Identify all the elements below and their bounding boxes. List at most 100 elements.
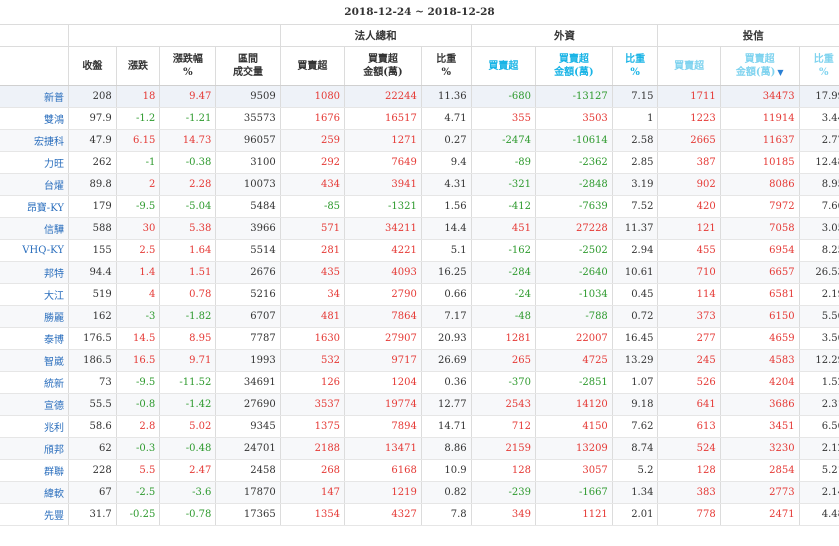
col-header-total-amount[interactable]: 買賣超 金額(萬) — [344, 46, 422, 86]
cell-f-net: -370 — [471, 371, 537, 394]
col-header-foreign-net[interactable]: 買賣超 — [471, 46, 537, 86]
col-header-trust-ratio[interactable]: 比重% — [799, 46, 839, 86]
col-header-close[interactable]: 收盤 — [68, 46, 117, 86]
cell-t-net: 1375 — [280, 415, 346, 438]
cell-t-amt: 4221 — [344, 239, 422, 262]
cell-t-net: 434 — [280, 173, 346, 196]
table-row[interactable]: 昂寶-KY 179 -9.5 -5.04 5484 -85 -1321 1.56 -412 -76… — [0, 195, 839, 218]
table-row[interactable]: 新普 208 18 9.47 9509 1080 22244 11.36 -680 -13127 7… — [0, 85, 839, 108]
table-row[interactable]: VHQ-KY 155 2.5 1.64 5514 281 4221 5.1 -162 -2502 2… — [0, 239, 839, 262]
cell-f-ratio: 11.37 — [612, 217, 659, 240]
cell-i-net: 420 — [657, 195, 721, 218]
cell-f-amt: 1121 — [535, 503, 613, 526]
cell-change: -9.5 — [116, 195, 161, 218]
col-header-trust-net[interactable]: 買賣超 — [657, 46, 721, 86]
cell-i-amt: 11914 — [720, 107, 800, 130]
stock-name-link[interactable]: VHQ-KY — [0, 239, 69, 262]
col-header-trust-amount[interactable]: 買賣超 金額(萬) ▼ — [720, 46, 800, 86]
stock-name-link[interactable]: 群聯 — [0, 459, 69, 482]
col-header-foreign-amount[interactable]: 買賣超 金額(萬) — [535, 46, 613, 86]
stock-name-link[interactable]: 大江 — [0, 283, 69, 306]
table-row[interactable]: 雙鴻 97.9 -1.2 -1.21 35573 1676 16517 4.71 355 3503… — [0, 107, 839, 130]
cell-change: 6.15 — [116, 129, 161, 152]
cell-change: -9.5 — [116, 371, 161, 394]
stock-name-link[interactable]: 宏捷科 — [0, 129, 69, 152]
table-row[interactable]: 力旺 262 -1 -0.38 3100 292 7649 9.4 -89 -2362 2.85 38… — [0, 151, 839, 174]
stock-name-link[interactable]: 兆利 — [0, 415, 69, 438]
stock-name-link[interactable]: 泰博 — [0, 327, 69, 350]
stock-name-link[interactable]: 邦特 — [0, 261, 69, 284]
cell-f-amt: -2502 — [535, 239, 613, 262]
stock-name-link[interactable]: 統新 — [0, 371, 69, 394]
table-row[interactable]: 群聯 228 5.5 2.47 2458 268 6168 10.9 128 3057 5.2 128… — [0, 459, 839, 482]
cell-t-net: 268 — [280, 459, 346, 482]
cell-i-ratio: 17.99 — [799, 85, 839, 108]
table-row[interactable]: 統新 73 -9.5 -11.52 34691 126 1204 0.36 -370 -2851 1… — [0, 371, 839, 394]
cell-close: 519 — [68, 283, 117, 306]
cell-pct: -11.52 — [159, 371, 217, 394]
table-row[interactable]: 勝麗 162 -3 -1.82 6707 481 7864 7.17 -48 -788 0.72 37… — [0, 305, 839, 328]
cell-pct: 1.51 — [159, 261, 217, 284]
cell-change: 2.5 — [116, 239, 161, 262]
col-header-volume[interactable]: 區間 成交量 — [215, 46, 281, 86]
table-row[interactable]: 先豐 31.7 -0.25 -0.78 17365 1354 4327 7.8 349 1121 2… — [0, 503, 839, 526]
cell-t-amt: 4327 — [344, 503, 422, 526]
cell-t-net: 292 — [280, 151, 346, 174]
table-row[interactable]: 宏捷科 47.9 6.15 14.73 96057 259 1271 0.27 -2474 -10… — [0, 129, 839, 152]
stock-name-link[interactable]: 信驊 — [0, 217, 69, 240]
cell-f-ratio: 7.15 — [612, 85, 659, 108]
col-header-change-pct[interactable]: 漲跌幅% — [159, 46, 217, 86]
col-header-foreign-ratio[interactable]: 比重% — [612, 46, 659, 86]
table-row[interactable]: 宣德 55.5 -0.8 -1.42 27690 3537 19774 12.77 2543 14… — [0, 393, 839, 416]
cell-f-amt: -2362 — [535, 151, 613, 174]
stock-name-link[interactable]: 力旺 — [0, 151, 69, 174]
cell-i-ratio: 8.95 — [799, 173, 839, 196]
col-header-total-net[interactable]: 買賣超 — [280, 46, 346, 86]
cell-f-ratio: 1.07 — [612, 371, 659, 394]
cell-i-ratio: 2.77 — [799, 129, 839, 152]
cell-i-ratio: 2.14 — [799, 481, 839, 504]
stock-name-link[interactable]: 勝麗 — [0, 305, 69, 328]
table-row[interactable]: 頎邦 62 -0.3 -0.48 24701 2188 13471 8.86 2159 13209… — [0, 437, 839, 460]
stock-name-link[interactable]: 智崴 — [0, 349, 69, 372]
stock-name-link[interactable]: 台燿 — [0, 173, 69, 196]
stock-name-link[interactable]: 昂寶-KY — [0, 195, 69, 218]
stock-name-link[interactable]: 新普 — [0, 85, 69, 108]
cell-i-net: 387 — [657, 151, 721, 174]
cell-t-ratio: 11.36 — [421, 85, 472, 108]
table-row[interactable]: 兆利 58.6 2.8 5.02 9345 1375 7894 14.71 712 4150 7.6… — [0, 415, 839, 438]
cell-t-net: 571 — [280, 217, 346, 240]
col-header-total-ratio[interactable]: 比重% — [421, 46, 472, 86]
cell-pct: -1.82 — [159, 305, 217, 328]
table-row[interactable]: 泰博 176.5 14.5 8.95 7787 1630 27907 20.93 1281 220… — [0, 327, 839, 350]
table-row[interactable]: 邦特 94.4 1.4 1.51 2676 435 4093 16.25 -284 -2640 10… — [0, 261, 839, 284]
cell-change: -0.25 — [116, 503, 161, 526]
cell-f-ratio: 2.01 — [612, 503, 659, 526]
sort-desc-icon[interactable]: ▼ — [777, 67, 784, 77]
cell-vol: 7787 — [215, 327, 281, 350]
table-row[interactable]: 大江 519 4 0.78 5216 34 2790 0.66 -24 -1034 0.45 114 6… — [0, 283, 839, 306]
cell-t-ratio: 20.93 — [421, 327, 472, 350]
cell-i-net: 114 — [657, 283, 721, 306]
stock-name-link[interactable]: 宣德 — [0, 393, 69, 416]
table-row[interactable]: 緯軟 67 -2.5 -3.6 17870 147 1219 0.82 -239 -1667 1.3… — [0, 481, 839, 504]
cell-pct: 14.73 — [159, 129, 217, 152]
cell-t-net: 147 — [280, 481, 346, 504]
cell-i-net: 2665 — [657, 129, 721, 152]
table-row[interactable]: 信驊 588 30 5.38 3966 571 34211 14.4 451 27228 11.37… — [0, 217, 839, 240]
cell-i-net: 613 — [657, 415, 721, 438]
stock-name-link[interactable]: 雙鴻 — [0, 107, 69, 130]
table-row[interactable]: 台燿 89.8 2 2.28 10073 434 3941 4.31 -321 -2848 3.19… — [0, 173, 839, 196]
cell-f-amt: 4725 — [535, 349, 613, 372]
cell-i-ratio: 2.31 — [799, 393, 839, 416]
cell-i-net: 641 — [657, 393, 721, 416]
stock-name-link[interactable]: 緯軟 — [0, 481, 69, 504]
col-header-change[interactable]: 漲跌 — [116, 46, 161, 86]
stock-name-link[interactable]: 頎邦 — [0, 437, 69, 460]
cell-f-amt: -1667 — [535, 481, 613, 504]
table-row[interactable]: 智崴 186.5 16.5 9.71 1993 532 9717 26.69 265 4725 13… — [0, 349, 839, 372]
cell-f-net: 265 — [471, 349, 537, 372]
stock-name-link[interactable]: 先豐 — [0, 503, 69, 526]
cell-f-ratio: 1 — [612, 107, 659, 130]
